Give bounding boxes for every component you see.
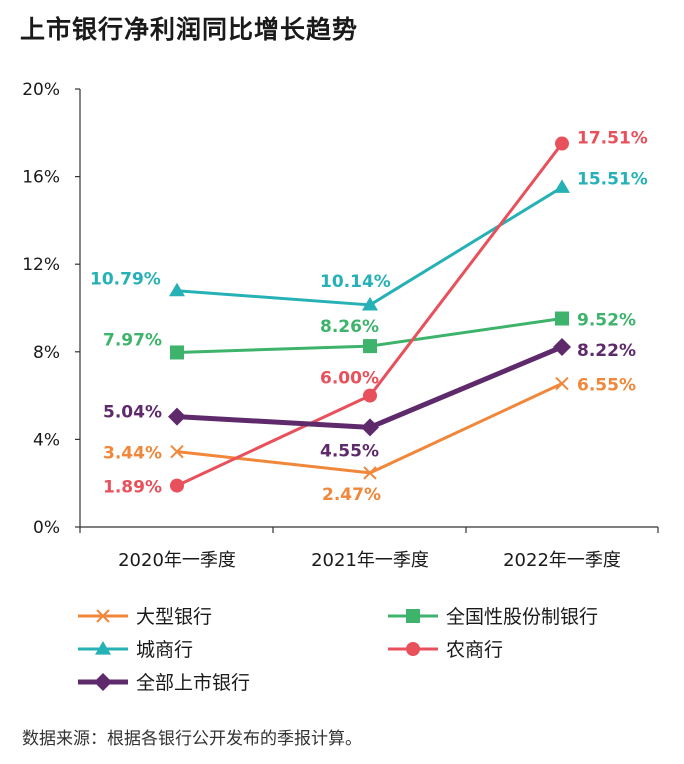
data-point-marker [362, 296, 378, 311]
data-point-marker [363, 466, 377, 480]
legend-label: 全部上市银行 [136, 672, 250, 694]
data-point-marker [553, 337, 571, 356]
x-tick-label: 2020年一季度 [118, 550, 236, 571]
legend-label: 城商行 [136, 639, 193, 661]
data-label: 7.97% [103, 330, 162, 350]
data-label: 4.55% [320, 441, 379, 461]
data-label: 3.44% [103, 444, 162, 464]
data-point-marker [363, 388, 377, 403]
data-labels: 3.44% 2.47% 6.55% 7.97% 8.26% 9.52% 10.79% 10.1… [90, 129, 648, 505]
data-label: 10.14% [320, 272, 391, 292]
data-point-marker [554, 179, 570, 193]
data-point-marker [95, 641, 111, 655]
data-point-marker [406, 609, 420, 623]
data-point-marker [170, 444, 184, 459]
data-label: 6.55% [577, 376, 636, 396]
chart-source-note: 数据来源：根据各银行公开发布的季报计算。 [22, 729, 362, 749]
data-point-marker [170, 478, 184, 493]
y-tick-label: 4% [33, 430, 60, 450]
data-point-marker [170, 345, 184, 360]
axes: 0% 4% 8% 12% 16% 20% 2020年一季度 2021年一季度 2022年一季度 [22, 80, 659, 571]
data-label: 10.79% [90, 270, 161, 290]
x-tick-label: 2021年一季度 [311, 550, 429, 571]
data-point-marker [555, 311, 569, 326]
legend-item-all: 全部上市银行 [78, 672, 250, 694]
y-tick-label: 20% [22, 80, 60, 100]
legend-item-city: 城商行 [78, 639, 193, 661]
data-point-marker [96, 609, 110, 623]
series-markers [168, 136, 571, 493]
data-label: 8.26% [320, 317, 379, 337]
legend-label: 农商行 [446, 639, 503, 661]
legend-item-large: 大型银行 [78, 606, 212, 628]
data-label: 5.04% [103, 403, 162, 423]
data-point-marker [406, 642, 420, 656]
data-point-marker [169, 282, 185, 297]
data-point-marker [168, 407, 186, 426]
chart-title: 上市银行净利润同比增长趋势 [20, 15, 359, 44]
legend-item-rural: 农商行 [388, 639, 503, 661]
legend-label: 大型银行 [136, 606, 212, 628]
data-label: 15.51% [577, 169, 648, 189]
legend-item-joint: 全国性股份制银行 [388, 606, 598, 628]
x-tick-label: 2022年一季度 [503, 550, 621, 571]
data-label: 8.22% [577, 341, 636, 361]
data-label: 6.00% [320, 369, 379, 389]
data-point-marker [94, 673, 112, 691]
data-label: 2.47% [322, 485, 381, 505]
y-tick-label: 16% [22, 168, 60, 188]
data-point-marker [555, 376, 569, 391]
y-tick-label: 0% [33, 518, 60, 538]
data-point-marker [363, 339, 377, 354]
data-label: 1.89% [103, 478, 162, 498]
y-tick-label: 12% [22, 255, 60, 275]
data-label: 17.51% [577, 129, 648, 149]
data-point-marker [361, 418, 379, 437]
legend-label: 全国性股份制银行 [446, 606, 598, 628]
data-label: 9.52% [577, 311, 636, 331]
y-tick-label: 8% [33, 343, 60, 363]
data-point-marker [555, 136, 569, 151]
